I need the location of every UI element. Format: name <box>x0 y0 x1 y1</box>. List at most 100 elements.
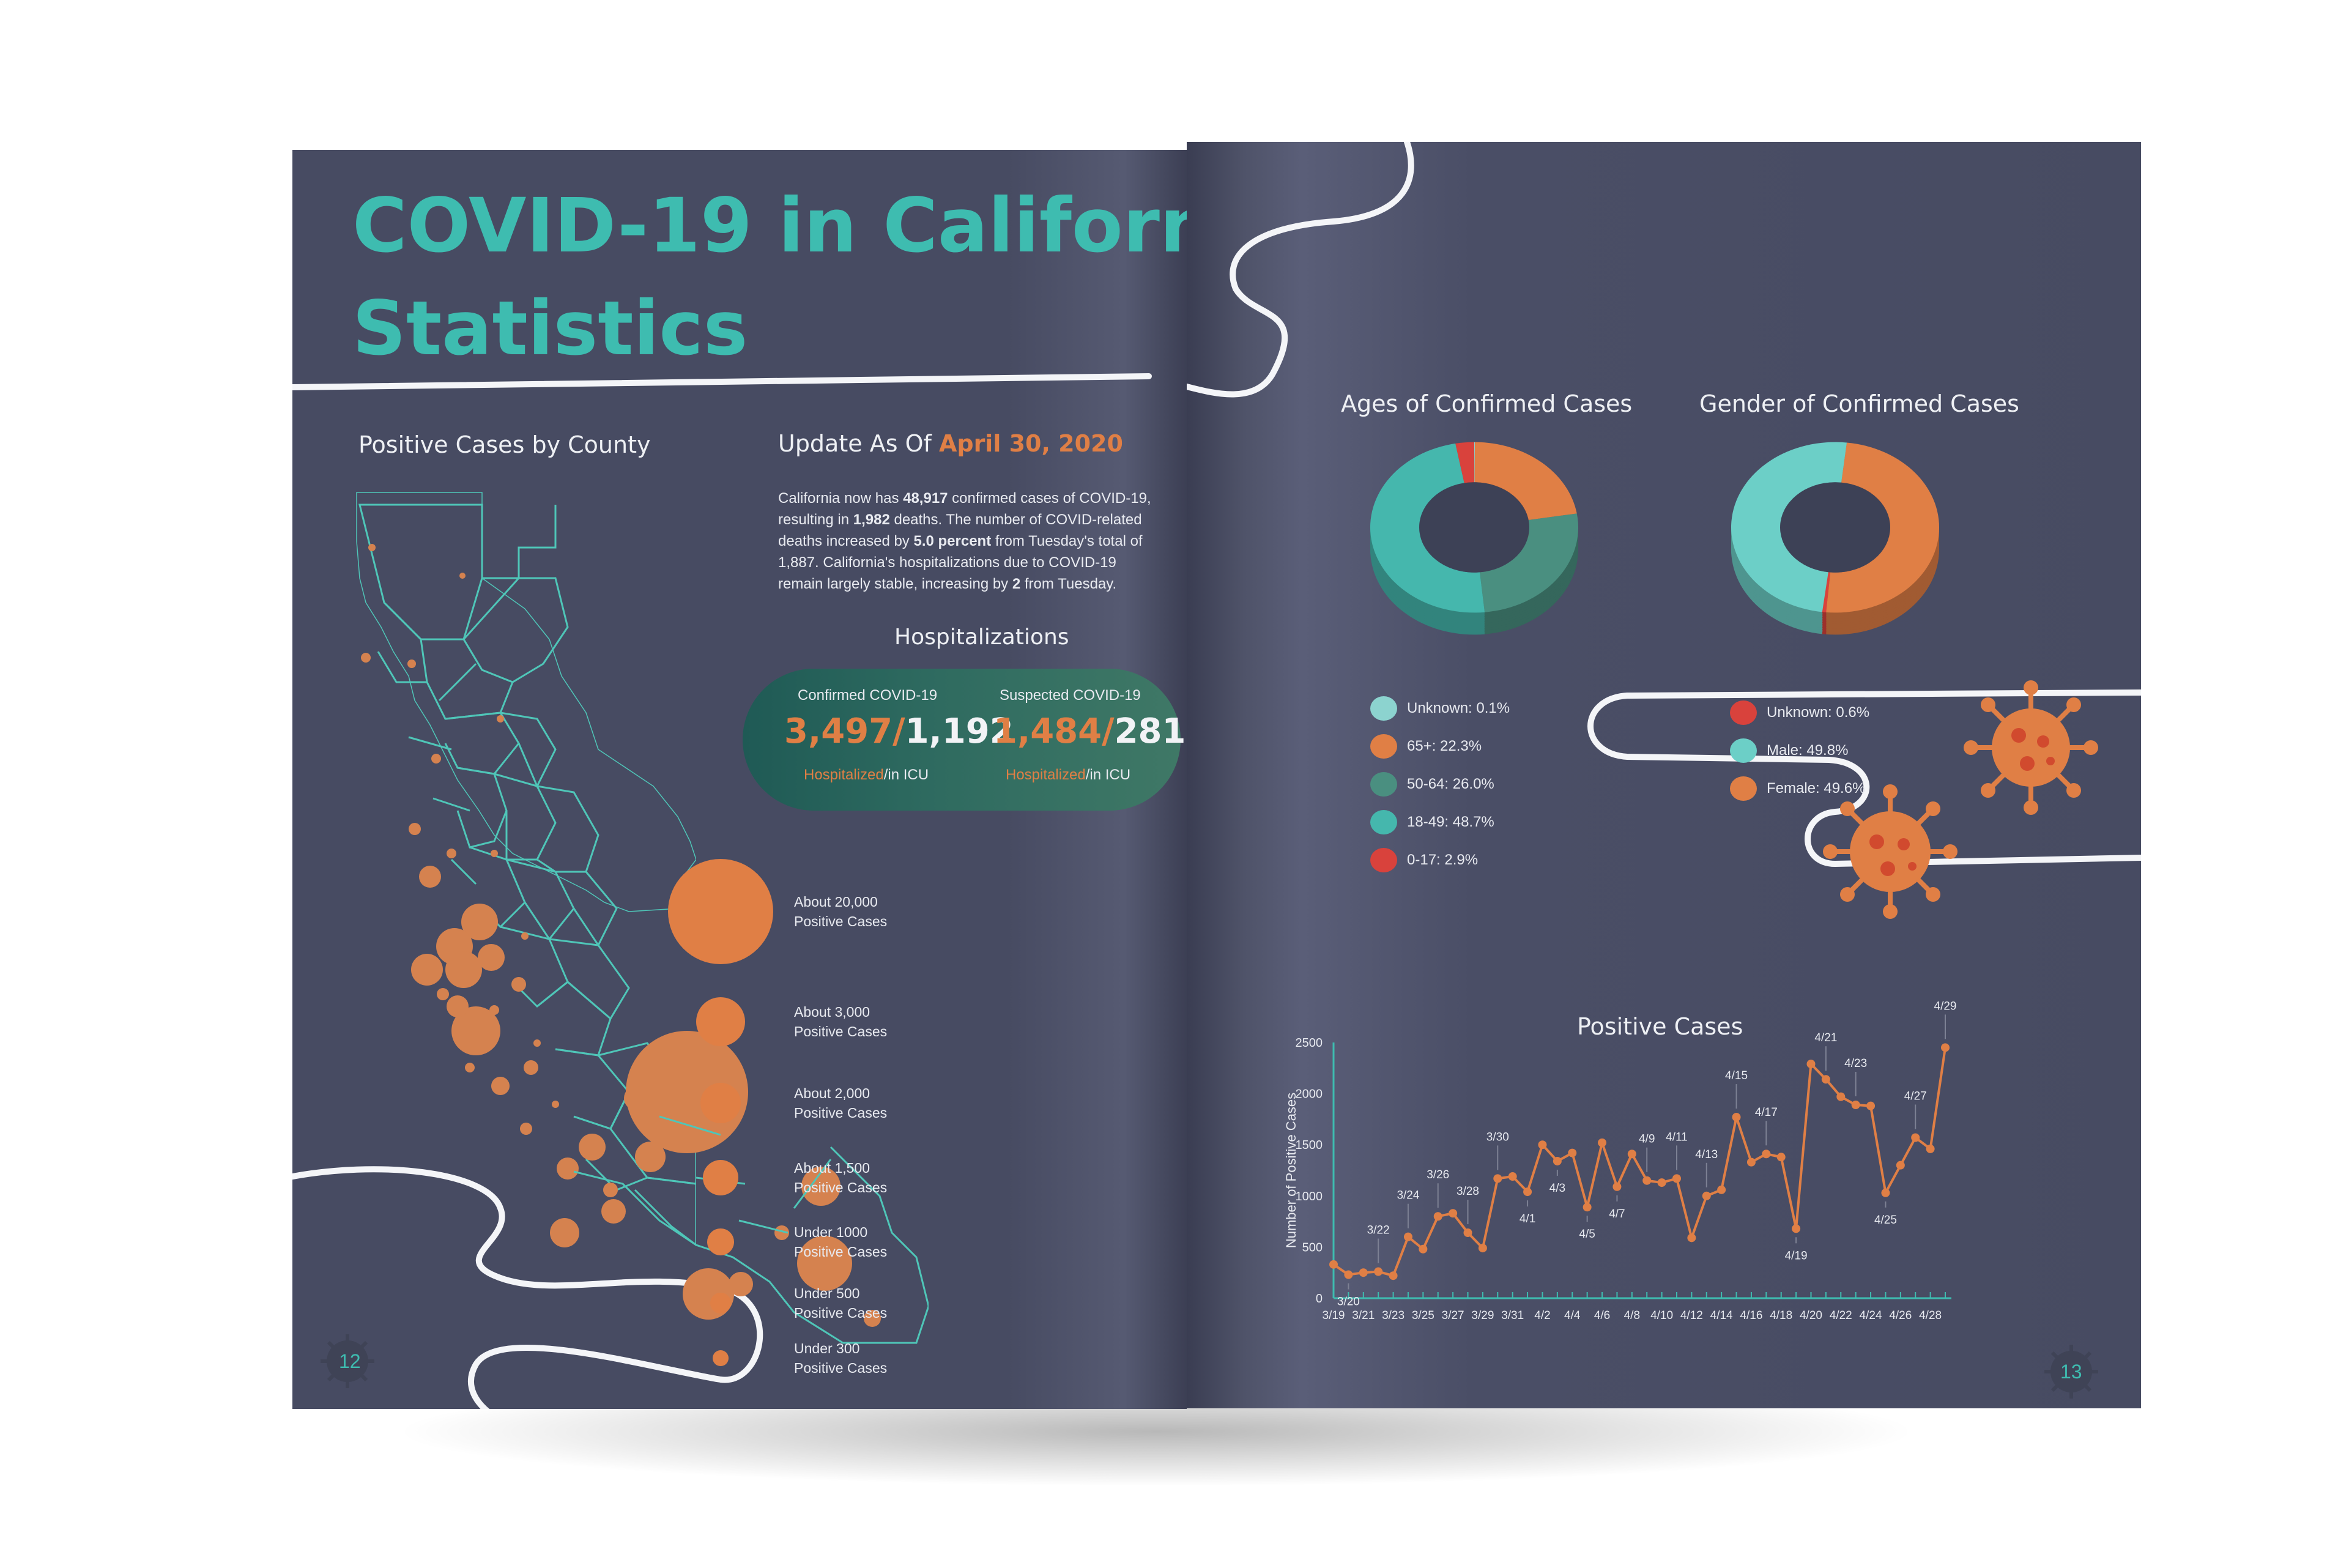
x-tick-label: 4/14 <box>1710 1309 1733 1322</box>
x-tick-label: 4/4 <box>1564 1309 1581 1322</box>
x-tick-label: 3/19 <box>1323 1309 1345 1322</box>
data-point <box>1806 1060 1816 1069</box>
legend-bubble-label: About 3,000 Positive Cases <box>794 1002 887 1041</box>
legend-bubble <box>696 997 745 1046</box>
data-point <box>1598 1138 1607 1147</box>
legend-label: 65+: 22.3% <box>1407 738 1482 754</box>
y-axis-label: Number of Positive Cases <box>1283 1093 1299 1248</box>
title-line-1: COVID-19 in California <box>352 182 1187 269</box>
legend-item: Unknown: 0.1% <box>1370 689 1510 727</box>
update-date: April 30, 2020 <box>938 430 1123 457</box>
virus-icon <box>1823 784 1958 919</box>
paragraph-text: from Tuesday. <box>1020 576 1117 592</box>
data-point <box>1478 1244 1487 1253</box>
x-tick-label: 4/10 <box>1650 1309 1673 1322</box>
paragraph-line: remain largely stable, increasing by 2 f… <box>778 573 1170 595</box>
data-point <box>1687 1233 1696 1243</box>
legend-swatch <box>1730 700 1757 725</box>
legend-item: Male: 49.8% <box>1730 732 1869 770</box>
data-annotation: 4/7 <box>1609 1208 1625 1221</box>
donut-slice <box>1455 442 1474 483</box>
data-annotation: 3/20 <box>1337 1296 1360 1309</box>
update-paragraph: California now has 48,917 confirmed case… <box>778 488 1170 595</box>
data-point <box>1374 1267 1383 1276</box>
suspected-values: 1,484/281 <box>993 712 1186 751</box>
data-point <box>1792 1224 1801 1233</box>
data-annotation: 4/17 <box>1755 1106 1778 1119</box>
data-point <box>1568 1148 1577 1157</box>
donut-slice <box>1731 442 1847 612</box>
series-line <box>1332 1047 1946 1277</box>
gender-chart-title: Gender of Confirmed Cases <box>1699 390 2019 417</box>
data-point <box>1851 1100 1860 1109</box>
legend-bubble-label-line: Under 1000 <box>794 1224 868 1240</box>
data-point <box>1329 1260 1338 1269</box>
legend-bubble-label-line: Positive Cases <box>794 1360 888 1376</box>
legend-label: 18-49: 48.7% <box>1407 814 1494 830</box>
x-tick-label: 4/28 <box>1919 1309 1942 1322</box>
donut-slice <box>1822 572 1831 612</box>
data-annotation: 4/13 <box>1695 1148 1718 1161</box>
x-tick-label: 4/18 <box>1770 1309 1792 1322</box>
paragraph-text: 1,887. California's hospitalizations due… <box>778 554 1116 571</box>
data-annotation: 4/1 <box>1520 1213 1535 1225</box>
x-tick-label: 4/2 <box>1534 1309 1550 1322</box>
suspected-label: Suspected COVID-19 <box>1000 687 1141 704</box>
data-annotation: 4/15 <box>1725 1069 1748 1082</box>
virus-icon <box>1964 680 2098 815</box>
x-tick-label: 4/26 <box>1889 1309 1912 1322</box>
data-annotation: 4/9 <box>1639 1133 1655 1146</box>
data-point <box>1463 1228 1472 1237</box>
y-tick-label: 1000 <box>1296 1190 1323 1203</box>
line-chart-title: Positive Cases <box>1577 1013 1743 1040</box>
legend-item: 18-49: 48.7% <box>1370 803 1510 841</box>
data-point <box>1702 1191 1711 1200</box>
x-tick-label: 3/31 <box>1501 1309 1524 1322</box>
legend-item: Unknown: 0.6% <box>1730 694 1869 732</box>
data-point <box>1821 1075 1830 1084</box>
legend-bubble-label-line: Positive Cases <box>794 913 888 929</box>
data-point <box>1449 1209 1458 1218</box>
legend-bubble-label-line: Positive Cases <box>794 1105 888 1121</box>
data-annotation: 3/22 <box>1367 1224 1390 1237</box>
data-point <box>1896 1161 1905 1170</box>
data-annotation: 3/24 <box>1397 1189 1419 1202</box>
data-point <box>1612 1182 1622 1191</box>
paragraph-text: remain largely stable, increasing by <box>778 576 1012 592</box>
legend-item: 65+: 22.3% <box>1370 727 1510 765</box>
legend-bubble-label: Under 300 Positive Cases <box>794 1339 887 1378</box>
legend-bubble-label-line: Positive Cases <box>794 1244 888 1260</box>
legend-bubble-label-line: About 1,500 <box>794 1160 870 1176</box>
data-point <box>1642 1176 1652 1185</box>
legend-swatch <box>1370 848 1397 872</box>
data-point <box>1627 1150 1636 1159</box>
ages-chart-title: Ages of Confirmed Cases <box>1341 390 1633 417</box>
legend-swatch <box>1370 696 1397 721</box>
data-point <box>1911 1133 1920 1142</box>
decorative-lines-right <box>1187 142 2141 868</box>
x-tick-label: 3/21 <box>1352 1309 1375 1322</box>
y-tick-label: 500 <box>1302 1241 1323 1254</box>
ages-legend: Unknown: 0.1% 65+: 22.3% 50-64: 26.0% 18-49… <box>1370 689 1510 879</box>
legend-label: Unknown: 0.6% <box>1767 704 1870 721</box>
legend-item: 50-64: 26.0% <box>1370 765 1510 803</box>
data-annotation: 4/3 <box>1549 1182 1565 1195</box>
y-tick-label: 2500 <box>1296 1036 1323 1050</box>
legend-swatch <box>1370 734 1397 759</box>
data-point <box>1776 1153 1786 1162</box>
confirmed-values: 3,497/1,192 <box>784 712 1014 751</box>
data-annotation: 4/21 <box>1814 1031 1837 1044</box>
data-point <box>1866 1101 1876 1110</box>
x-tick-label: 3/25 <box>1412 1309 1434 1322</box>
x-tick-label: 4/16 <box>1740 1309 1762 1322</box>
legend-bubble-label: About 2,000 Positive Cases <box>794 1083 887 1123</box>
legend-bubble-label-line: About 2,000 <box>794 1085 870 1101</box>
x-tick-label: 3/23 <box>1382 1309 1405 1322</box>
data-point <box>1403 1232 1412 1241</box>
legend-bubble-label-line: Positive Cases <box>794 1305 888 1321</box>
y-tick-label: 1500 <box>1296 1139 1323 1152</box>
data-point <box>1672 1174 1681 1183</box>
data-annotation: 3/26 <box>1427 1169 1449 1181</box>
paragraph-line: resulting in 1,982 deaths. The number of… <box>778 509 1170 530</box>
hospitalizations-heading: Hospitalizations <box>894 625 1069 650</box>
